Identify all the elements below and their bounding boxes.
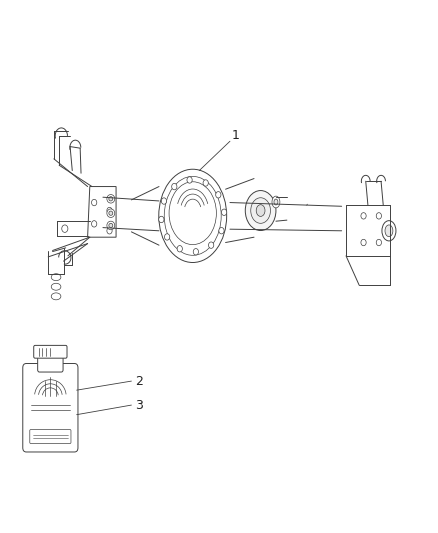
Circle shape [165, 234, 170, 240]
Text: 1: 1 [232, 130, 240, 142]
Circle shape [177, 246, 182, 252]
Circle shape [193, 248, 198, 255]
Ellipse shape [274, 199, 278, 205]
Ellipse shape [382, 221, 396, 241]
FancyBboxPatch shape [23, 364, 78, 452]
Text: 3: 3 [135, 399, 143, 411]
Circle shape [208, 242, 214, 248]
Ellipse shape [256, 205, 265, 216]
Circle shape [172, 183, 177, 190]
Ellipse shape [245, 191, 276, 231]
Ellipse shape [107, 221, 115, 230]
Ellipse shape [109, 211, 113, 215]
Circle shape [215, 191, 221, 198]
Ellipse shape [107, 195, 115, 203]
Circle shape [161, 198, 166, 204]
Ellipse shape [272, 196, 280, 208]
Ellipse shape [385, 225, 393, 237]
FancyBboxPatch shape [34, 345, 67, 358]
Ellipse shape [109, 223, 113, 228]
Text: 2: 2 [135, 375, 143, 387]
Circle shape [159, 216, 164, 223]
Circle shape [222, 209, 227, 215]
Ellipse shape [107, 209, 115, 217]
Ellipse shape [251, 198, 271, 223]
FancyBboxPatch shape [38, 354, 63, 372]
Circle shape [203, 180, 208, 186]
Ellipse shape [109, 197, 113, 201]
Circle shape [187, 177, 192, 183]
Circle shape [219, 228, 224, 234]
